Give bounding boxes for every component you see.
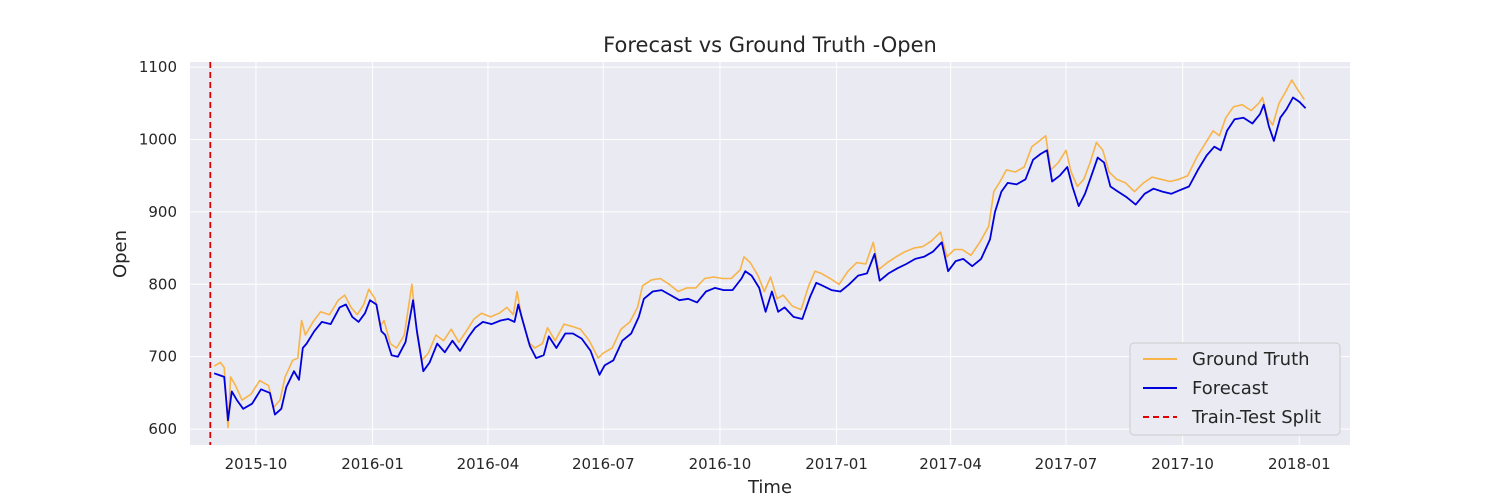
series-line-ground-truth: [213, 79, 1306, 429]
x-tick-label: 2016-10: [689, 455, 752, 473]
y-axis-label: Open: [110, 230, 131, 278]
x-tick-label: 2016-01: [341, 455, 404, 473]
legend-label-forecast: Forecast: [1192, 378, 1268, 399]
y-tick-label: 1000: [139, 130, 177, 148]
legend-box: [1129, 342, 1341, 436]
x-axis-label: Time: [747, 477, 792, 498]
x-tick-label: 2017-04: [919, 455, 982, 473]
legend-label-ground-truth: Ground Truth: [1192, 349, 1310, 370]
y-tick-label: 700: [148, 348, 177, 366]
x-tick-label: 2016-07: [572, 455, 635, 473]
y-tick-label: 800: [148, 275, 177, 293]
series-line-forecast: [213, 96, 1307, 422]
legend-label-train-test-split: Train-Test Split: [1191, 407, 1321, 428]
y-tick-labels: 600 700 800 900 1000 1100: [139, 58, 177, 438]
x-tick-label: 2016-04: [457, 455, 520, 473]
y-tick-label: 600: [148, 420, 177, 438]
legend: Ground Truth Forecast Train-Test Split: [1129, 342, 1341, 436]
x-tick-label: 2017-01: [805, 455, 868, 473]
series-layer: [213, 79, 1307, 429]
x-tick-labels: 2015-10 2016-01 2016-04 2016-07 2016-10 2017-…: [225, 455, 1331, 473]
x-tick-label: 2015-10: [225, 455, 288, 473]
y-tick-label: 900: [148, 203, 177, 221]
x-tick-label: 2017-10: [1151, 455, 1214, 473]
y-tick-label: 1100: [139, 58, 177, 76]
x-tick-label: 2017-07: [1035, 455, 1098, 473]
chart-title: Forecast vs Ground Truth -Open: [603, 33, 937, 57]
x-tick-label: 2018-01: [1268, 455, 1331, 473]
